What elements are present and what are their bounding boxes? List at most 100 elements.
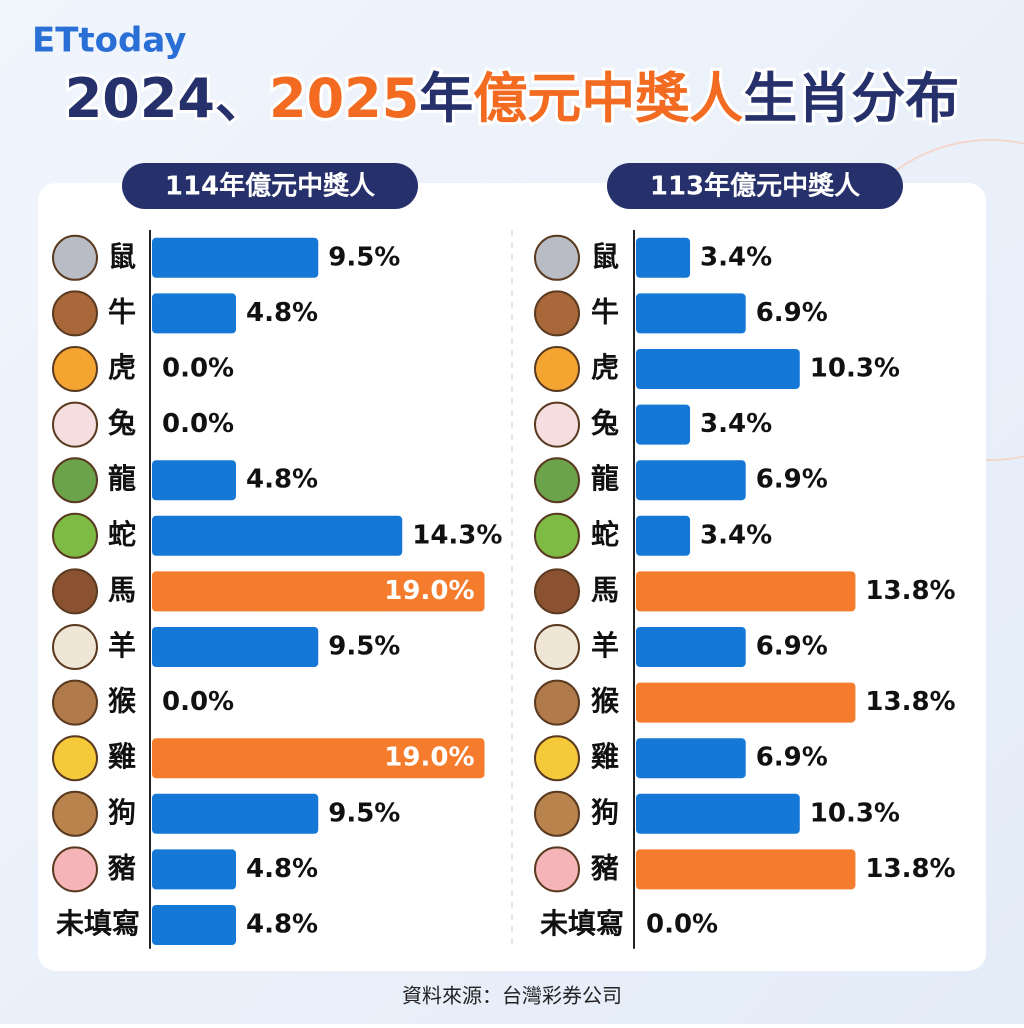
title-part: 2025	[269, 67, 419, 130]
title-part: 生肖分布	[743, 67, 959, 130]
bar	[152, 627, 319, 667]
value-label: 13.8%	[865, 854, 955, 884]
zodiac-icon	[534, 457, 580, 504]
value-label: 13.8%	[865, 576, 955, 606]
zodiac-icon	[534, 290, 580, 337]
value-label: 0.0%	[162, 687, 234, 717]
value-label: 10.3%	[810, 798, 900, 828]
category-label: 豬	[107, 851, 136, 884]
zodiac-icon	[534, 234, 580, 281]
zodiac-icon	[52, 568, 98, 615]
value-label: 9.5%	[328, 242, 400, 272]
value-label: 4.8%	[246, 854, 318, 884]
zodiac-icon	[52, 290, 98, 337]
bar	[636, 460, 746, 501]
title-part: 2024、	[65, 67, 269, 130]
zodiac-icon	[52, 346, 98, 392]
category-label: 羊	[108, 629, 136, 662]
category-label: 龍	[591, 462, 619, 495]
zodiac-icon	[534, 790, 580, 837]
value-label: 0.0%	[162, 354, 234, 384]
category-label: 虎	[591, 351, 619, 384]
bar	[636, 738, 746, 779]
value-label: 0.0%	[162, 409, 234, 439]
value-label: 9.5%	[328, 798, 400, 828]
category-label: 鼠	[108, 240, 136, 273]
category-label: 雞	[107, 740, 136, 773]
subtitle-pill	[607, 163, 903, 209]
zodiac-icon	[52, 234, 98, 281]
subtitle: 113年億元中獎人	[650, 171, 860, 202]
zodiac-icon	[534, 346, 580, 392]
zodiac-icon	[534, 679, 580, 726]
value-label: 0.0%	[646, 910, 718, 940]
category-label: 猴	[591, 685, 619, 718]
category-label: 兔	[108, 407, 136, 440]
value-label: 14.3%	[412, 520, 502, 550]
zodiac-icon	[52, 846, 98, 893]
bar	[636, 571, 856, 612]
bar	[152, 571, 485, 612]
zodiac-icon	[534, 624, 580, 670]
value-label: 9.5%	[328, 632, 400, 662]
bar	[152, 515, 403, 556]
category-label: 雞	[590, 740, 619, 773]
bar	[636, 627, 746, 667]
zodiac-icon	[52, 457, 98, 504]
category-label: 未填寫	[56, 907, 140, 940]
bar	[152, 460, 236, 501]
value-label: 6.9%	[756, 743, 828, 773]
zodiac-icon	[52, 735, 98, 782]
title-part: 年	[419, 67, 473, 130]
subtitle: 114年億元中獎人	[165, 171, 375, 202]
bar	[636, 515, 691, 556]
category-label: 羊	[591, 629, 619, 662]
bar	[636, 349, 800, 389]
value-label: 19.0%	[384, 576, 474, 606]
value-label: 10.3%	[810, 354, 900, 384]
value-label: 6.9%	[756, 465, 828, 495]
subtitle-pill	[122, 163, 418, 209]
zodiac-icon	[534, 846, 580, 893]
bar	[636, 682, 856, 723]
value-label: 6.9%	[756, 298, 828, 328]
value-label: 3.4%	[700, 242, 772, 272]
zodiac-icon	[534, 568, 580, 615]
bar	[152, 905, 236, 945]
category-label: 蛇	[591, 518, 619, 551]
category-label: 狗	[591, 796, 619, 829]
category-label: 猴	[108, 685, 136, 718]
category-label: 牛	[591, 295, 619, 328]
bar	[152, 293, 236, 334]
category-label: 兔	[591, 407, 619, 440]
category-label: 虎	[108, 351, 136, 384]
category-label: 豬	[590, 851, 619, 884]
value-label: 4.8%	[246, 298, 318, 328]
title-part: 億元中獎人	[473, 67, 743, 130]
category-label: 蛇	[108, 518, 136, 551]
logo: ETtoday	[32, 21, 186, 61]
zodiac-icon	[534, 735, 580, 782]
bar	[152, 738, 485, 779]
bar	[636, 793, 800, 834]
bar	[152, 849, 236, 890]
zodiac-icon	[534, 401, 580, 448]
bar	[636, 404, 691, 445]
category-label: 龍	[108, 462, 136, 495]
title: 2024、2025年億元中獎人生肖分布	[65, 67, 960, 130]
value-label: 4.8%	[246, 910, 318, 940]
value-label: 6.9%	[756, 632, 828, 662]
value-label: 4.8%	[246, 465, 318, 495]
bar	[636, 849, 856, 890]
zodiac-icon	[52, 512, 98, 559]
bar	[152, 237, 319, 278]
bar	[152, 793, 319, 834]
value-label: 3.4%	[700, 409, 772, 439]
zodiac-icon	[52, 401, 98, 448]
category-label: 鼠	[591, 240, 619, 273]
bar	[636, 293, 746, 334]
zodiac-icon	[52, 679, 98, 726]
value-label: 3.4%	[700, 520, 772, 550]
